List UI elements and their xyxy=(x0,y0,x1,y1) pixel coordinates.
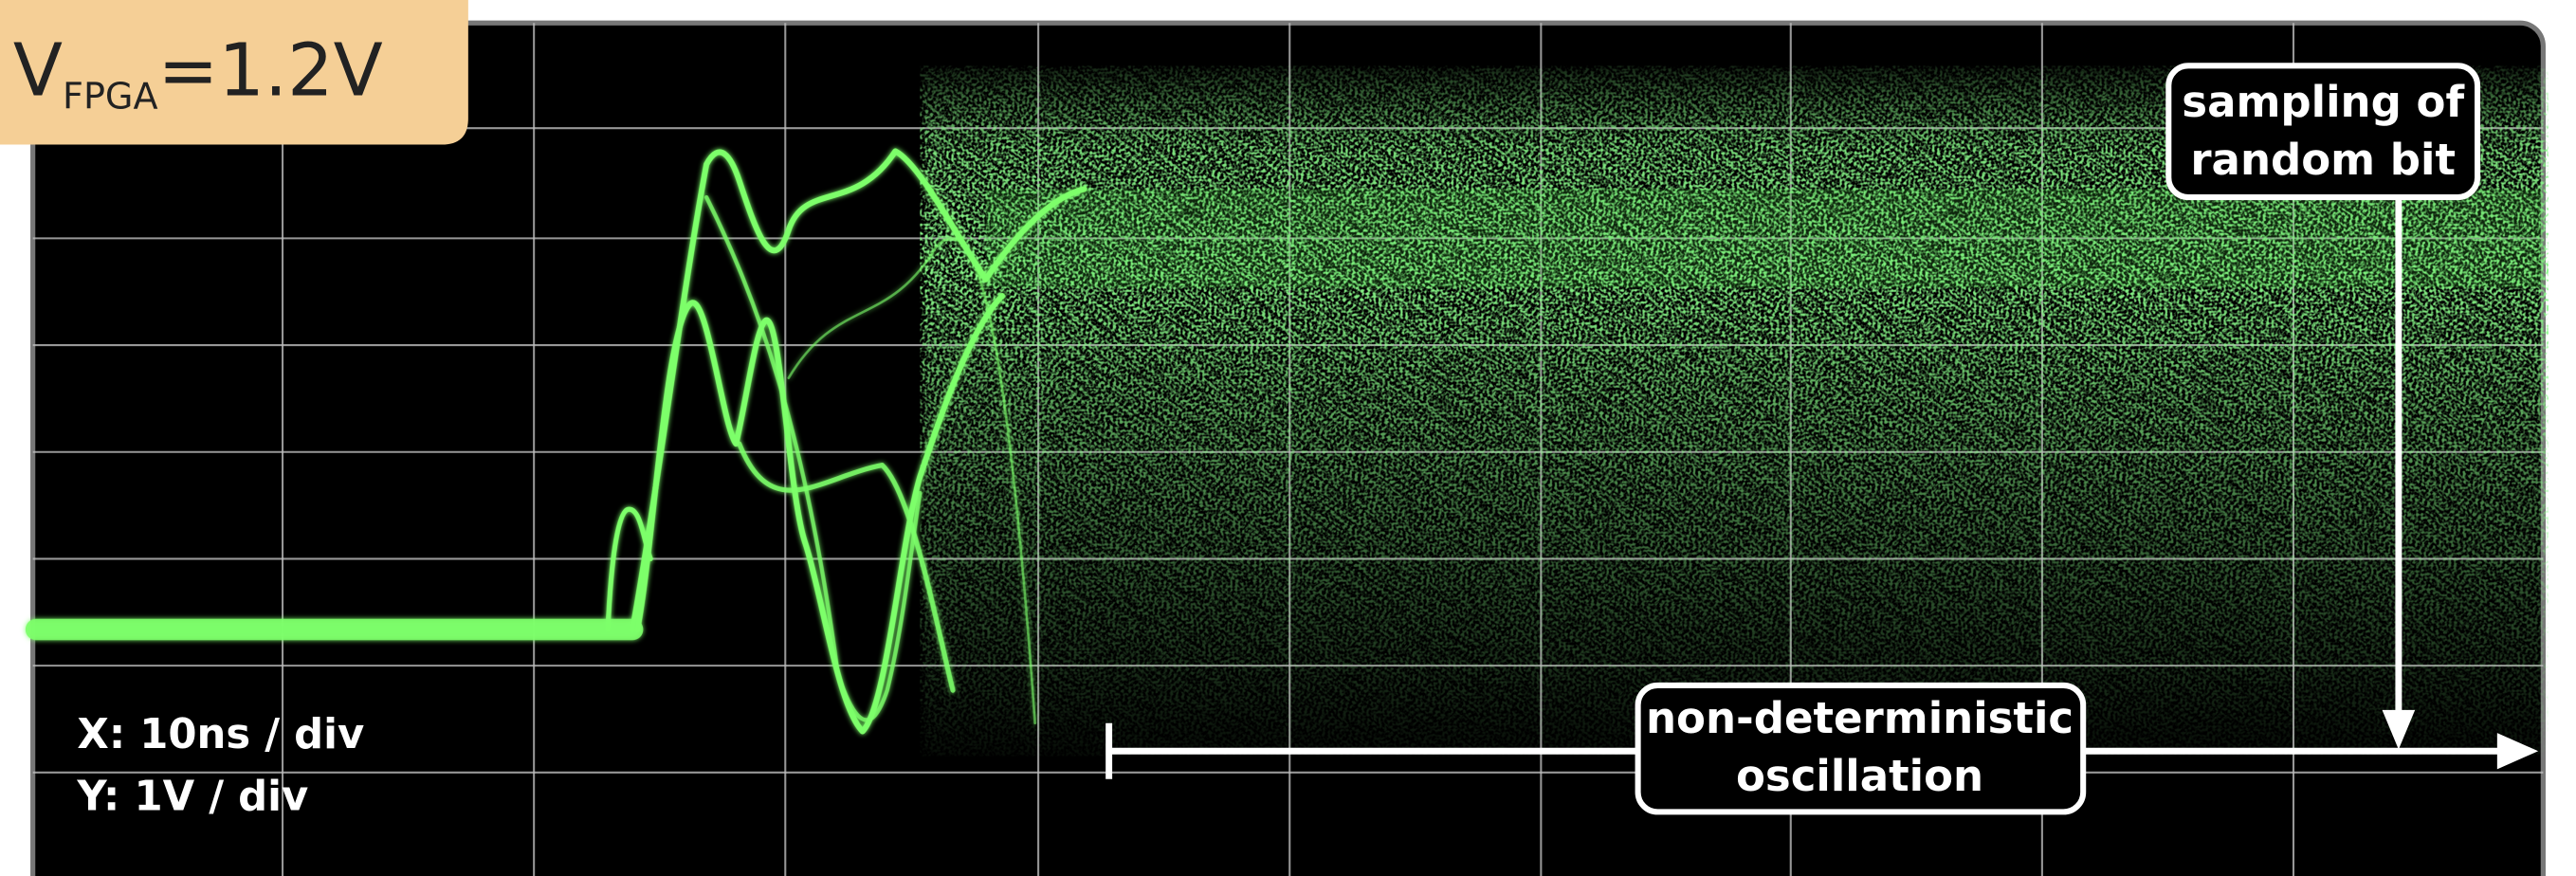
page: {"label": {"symbol": "V", "subscript": "… xyxy=(0,0,2576,876)
annotation-text: non-deterministic xyxy=(1646,693,2074,743)
scope-scaled: sampling of random bit non-deterministic… xyxy=(0,0,2549,876)
y-scale-label: Y: 1V / div xyxy=(76,774,308,821)
scope-figure: sampling of random bit non-deterministic… xyxy=(0,0,2576,876)
annotation-text: sampling of xyxy=(2182,77,2464,127)
noise-core xyxy=(986,189,2544,287)
x-scale-label: X: 10ns / div xyxy=(77,711,364,758)
annotation-text: random bit xyxy=(2190,135,2456,185)
voltage-value: =1.2V xyxy=(158,28,383,113)
annotation-text: oscillation xyxy=(1736,751,1983,801)
voltage-subscript: FPGA xyxy=(63,75,158,117)
voltage-symbol: V xyxy=(13,28,63,113)
